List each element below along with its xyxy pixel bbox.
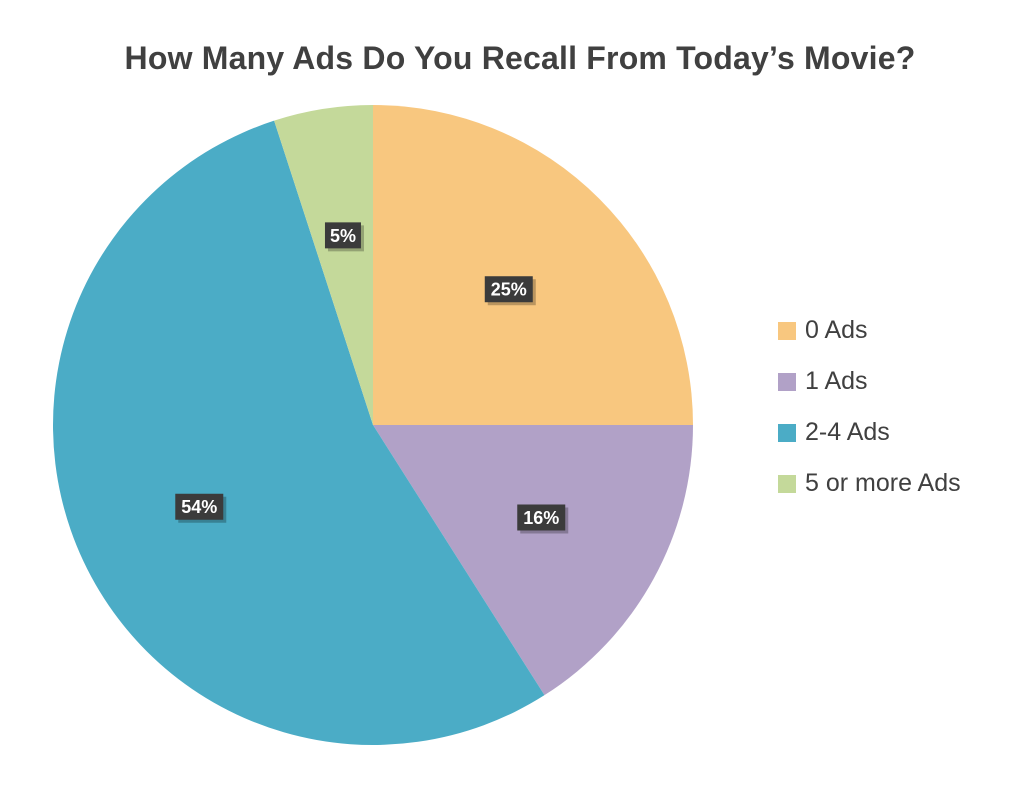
legend-label-5-or-more-ads: 5 or more Ads bbox=[805, 469, 961, 497]
legend-swatch-0-ads bbox=[778, 321, 796, 340]
svg-text:54%: 54% bbox=[181, 497, 217, 517]
legend: 0 Ads 1 Ads 2-4 Ads 5 or more Ads bbox=[778, 305, 961, 509]
svg-text:25%: 25% bbox=[491, 280, 527, 300]
legend-item-5-or-more-ads: 5 or more Ads bbox=[778, 458, 961, 509]
legend-label-0-ads: 0 Ads bbox=[805, 316, 868, 344]
legend-swatch-5-or-more-ads bbox=[778, 474, 796, 493]
data-label-1-ads: 16% bbox=[517, 504, 569, 534]
svg-text:5%: 5% bbox=[330, 226, 356, 246]
legend-swatch-1-ads bbox=[778, 372, 796, 391]
pie-data-labels: 25% 16% 54% 5% bbox=[175, 222, 569, 534]
legend-swatch-2-4-ads bbox=[778, 423, 796, 442]
pie-slices bbox=[52, 105, 693, 745]
data-label-2-4-ads: 54% bbox=[175, 493, 227, 523]
pie-slice-5-or-more-ads bbox=[274, 105, 373, 425]
pie-slice-2-4-ads bbox=[52, 120, 545, 745]
legend-label-2-4-ads: 2-4 Ads bbox=[805, 418, 890, 446]
data-label-0-ads: 25% bbox=[484, 276, 536, 306]
pie-slice-0-ads bbox=[373, 105, 693, 425]
legend-item-2-4-ads: 2-4 Ads bbox=[778, 407, 961, 458]
svg-text:16%: 16% bbox=[523, 508, 559, 528]
legend-item-1-ads: 1 Ads bbox=[778, 356, 961, 407]
legend-label-1-ads: 1 Ads bbox=[805, 367, 868, 395]
legend-item-0-ads: 0 Ads bbox=[778, 305, 961, 356]
pie-slice-1-ads bbox=[373, 425, 693, 696]
data-label-5-or-more-ads: 5% bbox=[324, 222, 364, 252]
chart-title: How Many Ads Do You Recall From Today’s … bbox=[124, 40, 916, 76]
